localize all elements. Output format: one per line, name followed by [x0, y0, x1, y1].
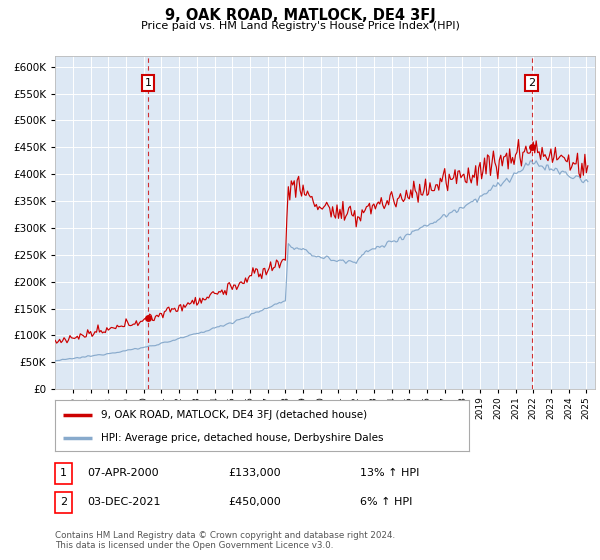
Text: 1: 1: [145, 78, 152, 88]
Text: 9, OAK ROAD, MATLOCK, DE4 3FJ (detached house): 9, OAK ROAD, MATLOCK, DE4 3FJ (detached …: [101, 409, 367, 419]
Text: 07-APR-2000: 07-APR-2000: [87, 468, 158, 478]
Text: 9, OAK ROAD, MATLOCK, DE4 3FJ: 9, OAK ROAD, MATLOCK, DE4 3FJ: [164, 8, 436, 24]
Text: 1: 1: [60, 468, 67, 478]
Text: 2: 2: [528, 78, 535, 88]
Text: 03-DEC-2021: 03-DEC-2021: [87, 497, 161, 507]
Text: £450,000: £450,000: [228, 497, 281, 507]
Text: Price paid vs. HM Land Registry's House Price Index (HPI): Price paid vs. HM Land Registry's House …: [140, 21, 460, 31]
Text: 13% ↑ HPI: 13% ↑ HPI: [360, 468, 419, 478]
Text: £133,000: £133,000: [228, 468, 281, 478]
Text: HPI: Average price, detached house, Derbyshire Dales: HPI: Average price, detached house, Derb…: [101, 433, 383, 443]
Text: 6% ↑ HPI: 6% ↑ HPI: [360, 497, 412, 507]
Text: 2: 2: [60, 497, 67, 507]
Text: Contains HM Land Registry data © Crown copyright and database right 2024.
This d: Contains HM Land Registry data © Crown c…: [55, 531, 395, 550]
